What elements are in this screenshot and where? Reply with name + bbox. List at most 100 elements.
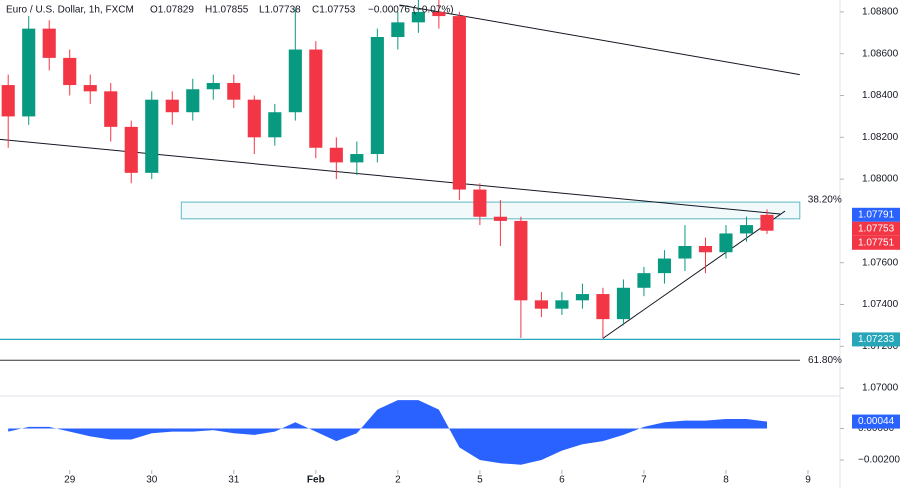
candle bbox=[698, 237, 713, 274]
candle bbox=[83, 74, 97, 104]
ohlc-low: L1.07738 bbox=[259, 5, 301, 16]
candle-body bbox=[22, 28, 36, 117]
candle-body bbox=[534, 300, 548, 309]
candle-body bbox=[698, 245, 713, 253]
y-tick-label: 1.07600 bbox=[862, 257, 899, 268]
x-tick-label: 5 bbox=[477, 475, 483, 486]
candle bbox=[493, 200, 507, 246]
x-tick-label: 30 bbox=[146, 475, 158, 486]
price-tag: 1.07791 bbox=[852, 207, 900, 222]
candle-body bbox=[124, 126, 138, 173]
x-tick-label: 2 bbox=[395, 475, 401, 486]
candle bbox=[391, 11, 405, 50]
oscillator-area bbox=[8, 400, 767, 465]
x-tick-label: 31 bbox=[228, 475, 240, 486]
candle bbox=[104, 82, 118, 142]
price-tag: 1.07753 bbox=[852, 221, 900, 236]
y-tick-label: 1.08000 bbox=[862, 174, 899, 185]
price-tag-text: 1.07753 bbox=[858, 223, 895, 234]
osc-tag-text: 0.00044 bbox=[858, 416, 895, 427]
candle-body bbox=[411, 11, 425, 23]
price-tag: 1.07751 bbox=[852, 235, 900, 250]
candle-body bbox=[678, 245, 692, 259]
candle bbox=[145, 91, 159, 180]
ohlc-close: C1.07753 bbox=[312, 5, 356, 16]
candle-body bbox=[104, 91, 118, 127]
candle-body bbox=[165, 99, 179, 113]
candle-body bbox=[657, 258, 672, 274]
candle bbox=[760, 209, 774, 234]
candle bbox=[596, 287, 610, 338]
candle bbox=[575, 283, 589, 309]
support-tag-text: 1.07233 bbox=[858, 334, 895, 345]
candle bbox=[268, 103, 282, 146]
candle bbox=[329, 137, 343, 180]
x-tick-label: 6 bbox=[559, 475, 565, 486]
candle-body bbox=[227, 82, 241, 100]
price-tag-bg bbox=[852, 221, 900, 236]
price-tag-bg bbox=[852, 235, 900, 250]
candle bbox=[678, 225, 692, 272]
price-tag-text: 1.07791 bbox=[858, 209, 895, 220]
osc-y-tick-label: 0.00000 bbox=[858, 423, 895, 434]
candle-body bbox=[309, 49, 323, 148]
candle-body bbox=[83, 85, 97, 92]
x-tick-label: Feb bbox=[307, 475, 325, 486]
candle-body bbox=[391, 22, 405, 37]
y-tick-label: 1.07400 bbox=[862, 299, 899, 310]
y-tick-label: 1.07000 bbox=[862, 383, 899, 394]
candle bbox=[719, 225, 733, 259]
candle bbox=[288, 7, 302, 121]
candle bbox=[637, 266, 651, 297]
candle bbox=[432, 0, 446, 29]
candle bbox=[350, 141, 364, 175]
ohlc-high: H1.07855 bbox=[205, 5, 249, 16]
candle bbox=[186, 78, 200, 121]
x-tick-label: 7 bbox=[641, 475, 647, 486]
candle-body bbox=[268, 112, 282, 138]
y-tick-label: 1.08600 bbox=[862, 48, 899, 59]
symbol-title: Euro / U.S. Dollar, 1h, FXCM bbox=[6, 5, 134, 16]
candle bbox=[411, 0, 425, 33]
candle-body bbox=[493, 216, 507, 221]
ohlc-open: O1.07829 bbox=[150, 5, 194, 16]
candle-body bbox=[42, 28, 56, 58]
fib-label: 61.80% bbox=[808, 355, 842, 366]
candle-body bbox=[514, 220, 528, 301]
candle bbox=[63, 49, 77, 96]
candle-body bbox=[1, 85, 15, 117]
candle-body bbox=[329, 147, 343, 163]
x-tick-label: 9 bbox=[805, 475, 811, 486]
candle bbox=[227, 74, 241, 109]
candle-body bbox=[63, 57, 77, 86]
ohlc-change: −0.00076 (−0.07%) bbox=[368, 5, 454, 16]
y-tick-label: 1.08200 bbox=[862, 132, 899, 143]
header: Euro / U.S. Dollar, 1h, FXCM O1.07829 H1… bbox=[6, 5, 454, 16]
candle-body bbox=[288, 49, 302, 113]
candle bbox=[514, 216, 528, 338]
fib-label: 38.20% bbox=[808, 195, 842, 206]
candle bbox=[452, 11, 466, 201]
candle-body bbox=[575, 294, 589, 301]
candle bbox=[534, 291, 548, 318]
trendline bbox=[399, 4, 800, 76]
candle-body bbox=[596, 294, 610, 320]
candle bbox=[165, 91, 179, 125]
candle-body bbox=[739, 225, 754, 234]
y-tick-label: 1.08800 bbox=[862, 7, 899, 18]
candle-body bbox=[555, 300, 569, 309]
candle-body bbox=[616, 287, 630, 320]
candle-body bbox=[370, 36, 384, 155]
x-tick-label: 29 bbox=[64, 475, 76, 486]
price-tag-text: 1.07751 bbox=[858, 237, 895, 248]
candle-body bbox=[186, 89, 200, 113]
candle-body bbox=[452, 16, 466, 190]
support-tag-bg bbox=[852, 332, 900, 347]
candle bbox=[370, 28, 384, 163]
candle-body bbox=[247, 99, 261, 138]
candle-body bbox=[432, 11, 446, 17]
candle bbox=[555, 291, 569, 315]
y-tick-label: 1.08400 bbox=[862, 90, 899, 101]
